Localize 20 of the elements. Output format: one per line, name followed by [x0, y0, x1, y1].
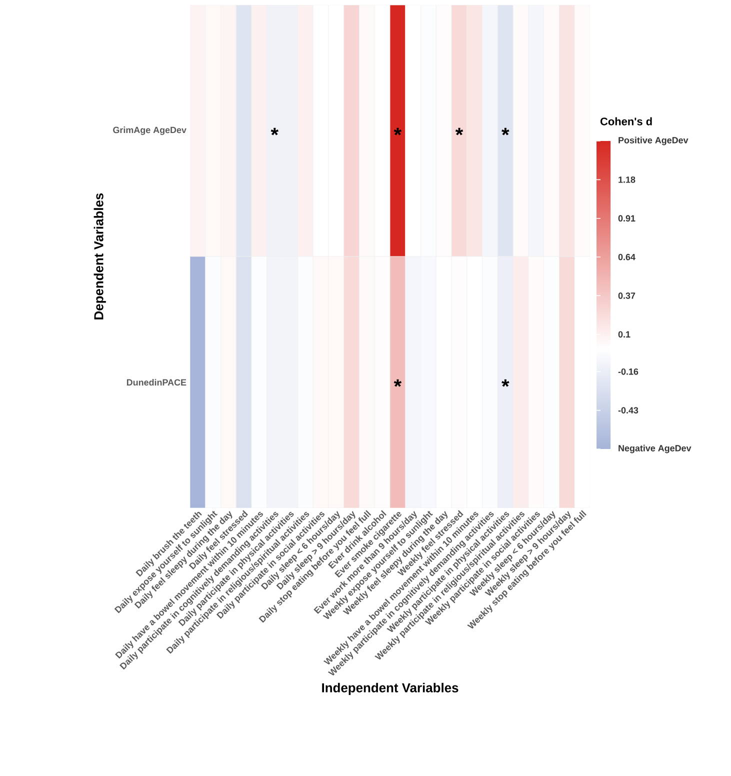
color-bar-label: Negative AgeDev — [618, 444, 692, 454]
color-bar-label: 0.91 — [618, 215, 636, 222]
data-label: * — [394, 128, 402, 136]
color-bar-title: Cohen's d — [600, 117, 652, 126]
y-axis-title: Dependent Variables — [94, 193, 106, 320]
y-tick-label: GrimAge AgeDev — [113, 126, 186, 135]
color-bar-label: 0.37 — [618, 292, 636, 299]
data-label: * — [270, 128, 278, 136]
data-label: * — [502, 128, 510, 136]
data-label: * — [455, 128, 464, 136]
color-bar-label: Positive AgeDev — [618, 136, 688, 146]
color-bar-label: 0.1 — [618, 331, 630, 338]
color-bar-label: -0.16 — [618, 368, 638, 375]
color-bar-label: 0.64 — [618, 254, 636, 260]
y-tick-label: DunedinPACE — [126, 378, 186, 386]
color-bar-label: 1.18 — [618, 176, 636, 183]
data-label: * — [394, 379, 402, 387]
color-bar-label: -0.43 — [618, 407, 638, 414]
x-axis-title: Independent Variables — [322, 682, 458, 695]
data-label: * — [502, 379, 510, 387]
